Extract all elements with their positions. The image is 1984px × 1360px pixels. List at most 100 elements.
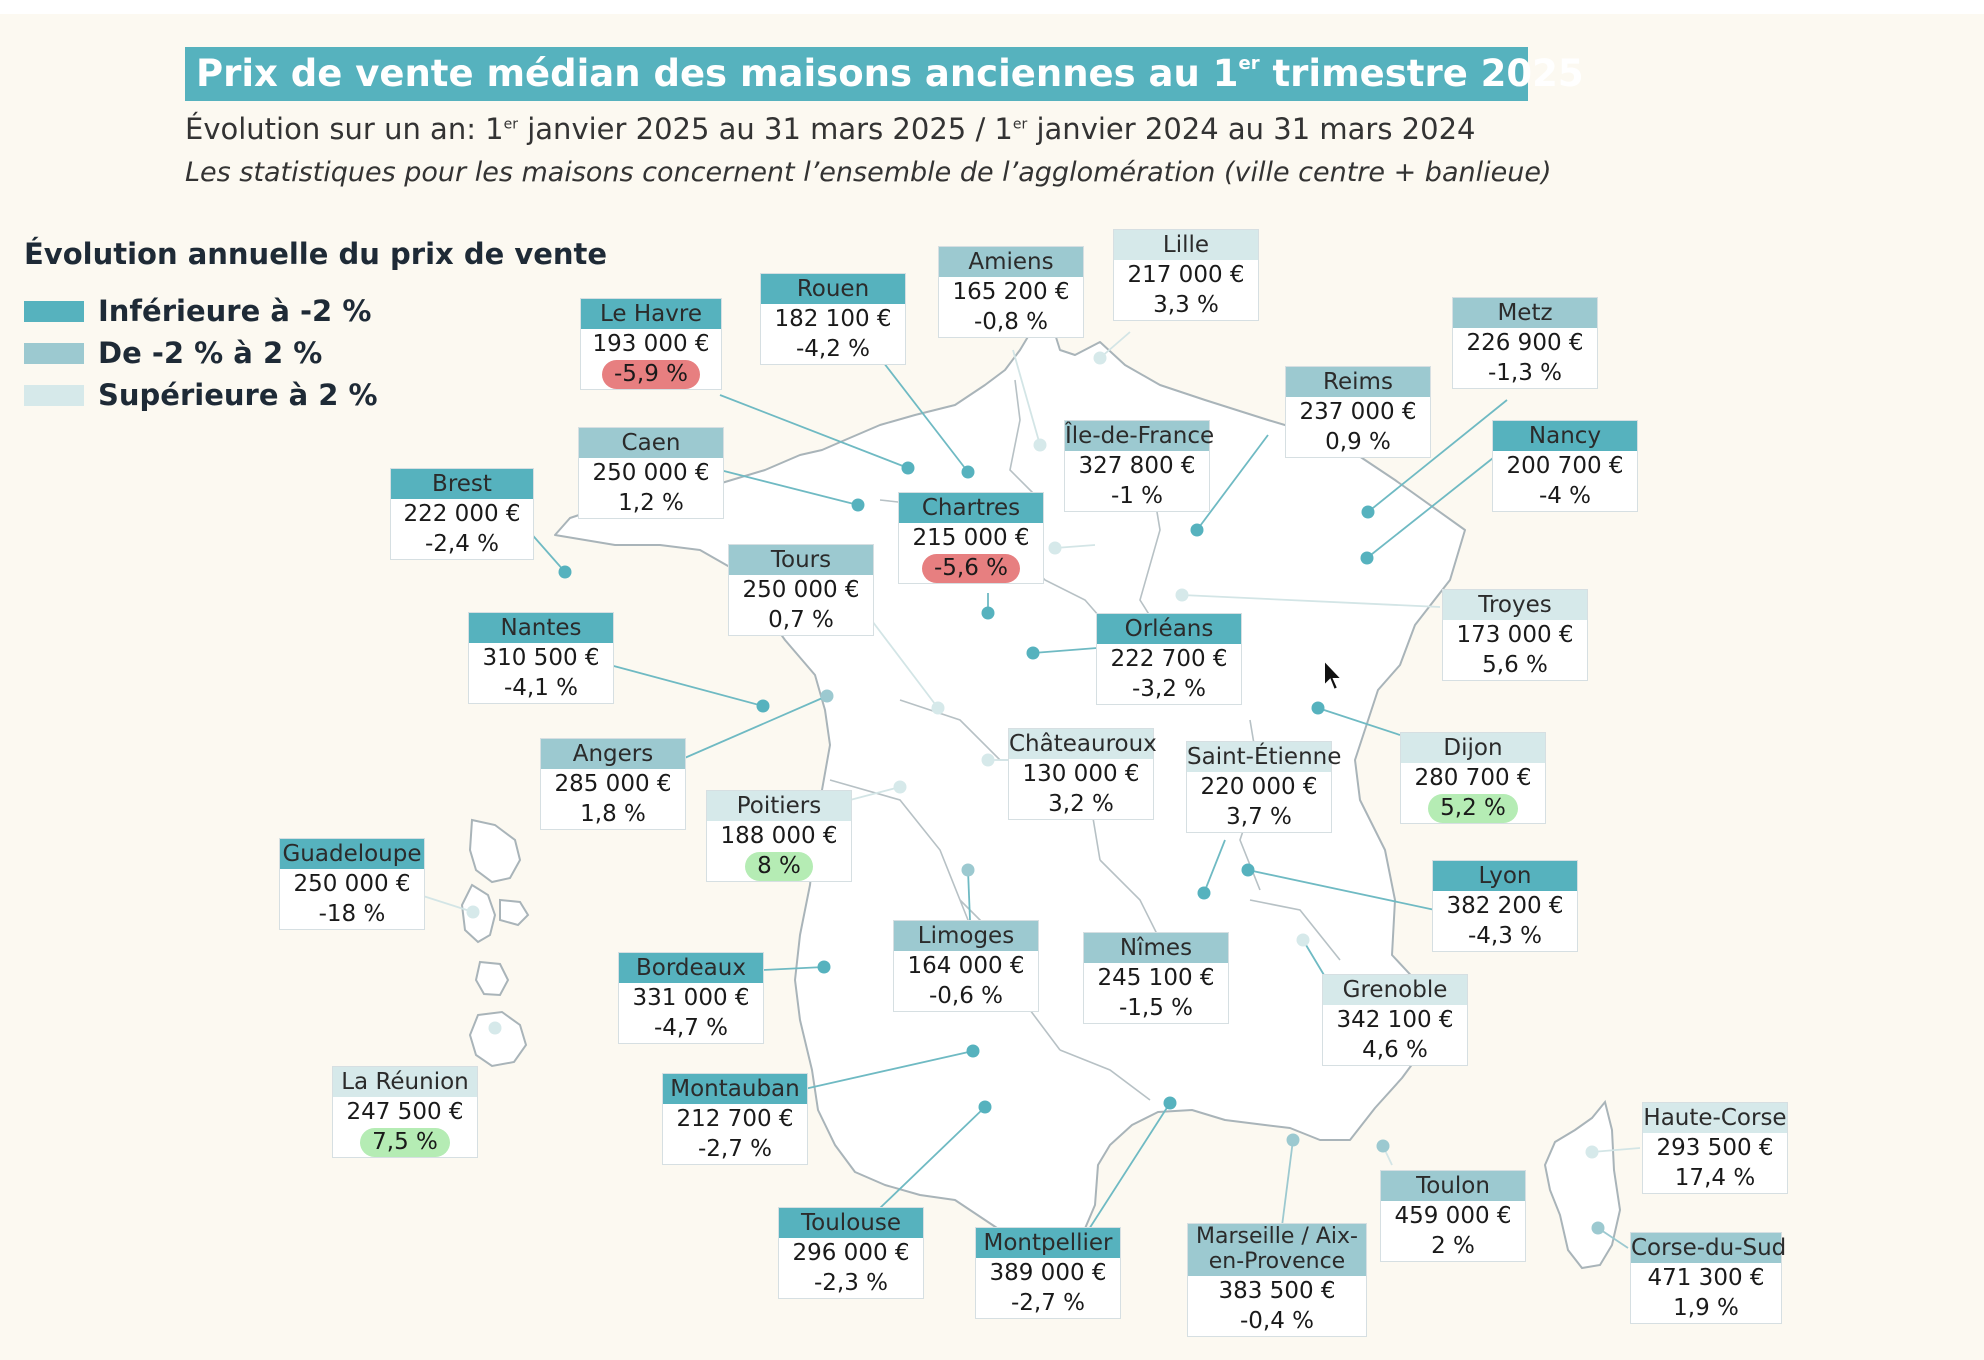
city-callout-amiens: Amiens 165 200 € -0,8 % — [938, 246, 1084, 338]
legend-swatch — [24, 300, 84, 322]
city-price: 222 700 € — [1110, 646, 1228, 672]
city-callout-reims: Reims 237 000 € 0,9 % — [1285, 366, 1431, 458]
city-evolution: -0,8 % — [973, 309, 1049, 335]
city-evolution: -5,6 % — [921, 554, 1021, 583]
city-name: Saint-Étienne — [1187, 742, 1342, 772]
city-name: Angers — [541, 739, 685, 769]
city-price: 237 000 € — [1299, 399, 1417, 425]
legend-label: De -2 % à 2 % — [98, 336, 323, 370]
legend-title: Évolution annuelle du prix de vente — [24, 237, 608, 271]
legend-label: Supérieure à 2 % — [98, 378, 378, 412]
legend-swatch — [24, 342, 84, 364]
city-evolution: -4 % — [1538, 483, 1592, 509]
city-callout-orleans: Orléans 222 700 € -3,2 % — [1096, 613, 1242, 705]
city-evolution: -4,1 % — [503, 675, 579, 701]
city-evolution: -2,7 % — [1010, 1290, 1086, 1316]
city-price: 280 700 € — [1414, 765, 1532, 791]
city-price: 293 500 € — [1656, 1135, 1774, 1161]
city-name: Brest — [391, 469, 533, 499]
legend-item-high: Supérieure à 2 % — [24, 378, 378, 412]
city-price: 383 500 € — [1218, 1278, 1336, 1304]
city-evolution: -2,3 % — [813, 1270, 889, 1296]
city-callout-metz: Metz 226 900 € -1,3 % — [1452, 297, 1598, 389]
city-price: 247 500 € — [346, 1099, 464, 1125]
city-callout-chartres: Chartres 215 000 € -5,6 % — [898, 492, 1044, 584]
city-callout-poitiers: Poitiers 188 000 € 8 % — [706, 790, 852, 882]
city-evolution: -0,6 % — [928, 983, 1004, 1009]
city-name: Lyon — [1433, 861, 1577, 891]
city-name: Amiens — [939, 247, 1083, 277]
city-evolution: 0,9 % — [1325, 429, 1391, 455]
city-name: Guadeloupe — [280, 839, 424, 869]
city-callout-troyes: Troyes 173 000 € 5,6 % — [1442, 589, 1588, 681]
city-callout-toulon: Toulon 459 000 € 2 % — [1380, 1170, 1526, 1262]
city-price: 342 100 € — [1336, 1007, 1454, 1033]
city-evolution: 4,6 % — [1362, 1037, 1428, 1063]
city-name: Troyes — [1443, 590, 1587, 620]
city-callout-montpellier: Montpellier 389 000 € -2,7 % — [975, 1227, 1121, 1319]
city-price: 296 000 € — [792, 1240, 910, 1266]
city-price: 220 000 € — [1200, 774, 1318, 800]
city-evolution: 1,9 % — [1673, 1295, 1739, 1321]
city-evolution: 5,2 % — [1428, 794, 1518, 823]
city-callout-guadeloupe: Guadeloupe 250 000 € -18 % — [279, 838, 425, 930]
city-price: 188 000 € — [720, 823, 838, 849]
mouse-pointer-icon — [1323, 658, 1345, 692]
city-name: Metz — [1453, 298, 1597, 328]
city-callout-nancy: Nancy 200 700 € -4 % — [1492, 420, 1638, 512]
city-price: 165 200 € — [952, 279, 1070, 305]
city-evolution: -2,7 % — [697, 1136, 773, 1162]
city-price: 217 000 € — [1127, 262, 1245, 288]
city-name: Corse-du-Sud — [1631, 1233, 1787, 1263]
city-name: Reims — [1286, 367, 1430, 397]
city-name: Rouen — [761, 274, 905, 304]
city-callout-chateauroux: Châteauroux 130 000 € 3,2 % — [1008, 728, 1157, 820]
city-price: 215 000 € — [912, 525, 1030, 551]
city-evolution: 0,7 % — [768, 607, 834, 633]
city-callout-lille: Lille 217 000 € 3,3 % — [1113, 229, 1259, 321]
city-callout-montauban: Montauban 212 700 € -2,7 % — [662, 1073, 808, 1165]
city-callout-le-havre: Le Havre 193 000 € -5,9 % — [580, 298, 722, 390]
city-price: 250 000 € — [293, 871, 411, 897]
city-evolution: 3,2 % — [1048, 791, 1114, 817]
city-evolution: -0,4 % — [1239, 1308, 1315, 1334]
city-callout-haute-corse: Haute-Corse 293 500 € 17,4 % — [1642, 1102, 1788, 1194]
city-callout-brest: Brest 222 000 € -2,4 % — [390, 468, 534, 560]
city-callout-lyon: Lyon 382 200 € -4,3 % — [1432, 860, 1578, 952]
city-callout-ile-de-france: Île-de-France 327 800 € -1 % — [1064, 420, 1214, 512]
city-evolution: 17,4 % — [1674, 1165, 1756, 1191]
legend-item-mid: De -2 % à 2 % — [24, 336, 323, 370]
city-name: Le Havre — [581, 299, 721, 329]
city-price: 200 700 € — [1506, 453, 1624, 479]
city-price: 193 000 € — [592, 331, 710, 357]
city-callout-grenoble: Grenoble 342 100 € 4,6 % — [1322, 974, 1468, 1066]
legend-item-low: Inférieure à -2 % — [24, 294, 371, 328]
city-price: 459 000 € — [1394, 1203, 1512, 1229]
city-evolution: -4,3 % — [1467, 923, 1543, 949]
city-evolution: -1,5 % — [1118, 995, 1194, 1021]
city-name: Lille — [1114, 230, 1258, 260]
city-callout-toulouse: Toulouse 296 000 € -2,3 % — [778, 1207, 924, 1299]
guadeloupe-small-islands — [474, 960, 510, 997]
city-evolution: 5,6 % — [1482, 652, 1548, 678]
city-price: 250 000 € — [592, 460, 710, 486]
title-text: Prix de vente médian des maisons ancienn… — [196, 52, 1239, 95]
city-name: Poitiers — [707, 791, 851, 821]
city-callout-tours: Tours 250 000 € 0,7 % — [728, 544, 874, 636]
city-price: 285 000 € — [554, 771, 672, 797]
city-callout-bordeaux: Bordeaux 331 000 € -4,7 % — [618, 952, 764, 1044]
city-name: Nantes — [469, 613, 613, 643]
city-price: 310 500 € — [482, 645, 600, 671]
city-price: 182 100 € — [774, 306, 892, 332]
title-text-suffix: trimestre 2025 — [1259, 52, 1584, 95]
city-name: Montauban — [663, 1074, 807, 1104]
city-name: Grenoble — [1323, 975, 1467, 1005]
city-evolution: -4,7 % — [653, 1015, 729, 1041]
city-callout-corse-du-sud: Corse-du-Sud 471 300 € 1,9 % — [1630, 1232, 1787, 1324]
city-dots — [466, 351, 1605, 1235]
city-name: Montpellier — [976, 1228, 1120, 1258]
city-evolution: -3,2 % — [1131, 676, 1207, 702]
city-price: 327 800 € — [1078, 453, 1196, 479]
city-evolution: -1,3 % — [1487, 360, 1563, 386]
